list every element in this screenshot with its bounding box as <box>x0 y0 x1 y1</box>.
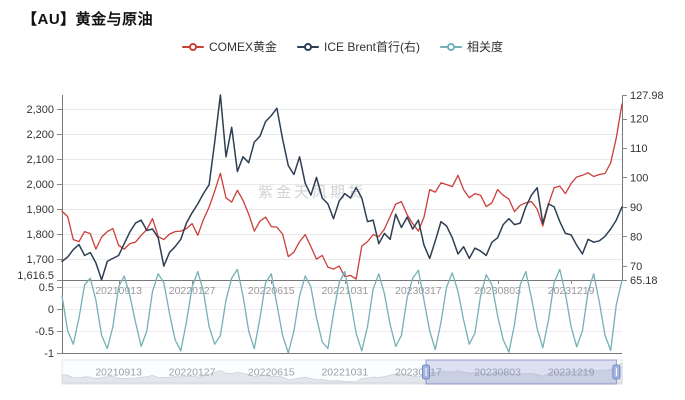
datazoom-selection[interactable] <box>425 359 617 385</box>
legend-item-ice-brent[interactable]: ICE Brent首行(右) <box>296 38 420 55</box>
right-axis-label: 70 <box>630 261 642 273</box>
left-axis-label: 1,700 <box>26 254 54 266</box>
legend-item-correlation[interactable]: 相关度 <box>440 38 503 55</box>
watermark: 紫金天风期货 <box>258 184 367 201</box>
right-axis-label: 100 <box>630 172 648 184</box>
corr-axis-label: -0.5 <box>35 326 54 338</box>
line-circle-marker-icon <box>440 42 462 51</box>
date-label: 20230317 <box>395 285 442 297</box>
left-axis-label: 2,000 <box>26 179 54 191</box>
date-label: 20221031 <box>321 285 368 297</box>
left-axis-label: 1,800 <box>26 229 54 241</box>
datazoom-date-label: 20230317 <box>395 367 442 379</box>
line-circle-marker-icon <box>181 42 204 51</box>
datazoom-silhouette <box>61 362 623 384</box>
left-axis-label: 1,900 <box>26 204 54 216</box>
corr-axis-label: -1 <box>44 348 54 360</box>
left-axis-label: 1,616.5 <box>17 270 54 282</box>
series-line-1 <box>61 94 623 281</box>
right-axis-label: 80 <box>630 231 642 243</box>
line-circle-marker-icon <box>296 42 319 51</box>
chart-title: 【AU】黄金与原油 <box>22 11 154 28</box>
right-axis-label: 120 <box>630 114 648 126</box>
datazoom-date-label: 20221031 <box>321 367 368 379</box>
corr-axis-label: 0.5 <box>39 282 54 294</box>
right-axis-label: 65.18 <box>630 275 658 287</box>
legend-label: ICE Brent首行(右) <box>323 40 420 54</box>
legend-label: COMEX黄金 <box>208 40 277 54</box>
date-label: 20230803 <box>474 285 521 297</box>
series-line-2 <box>61 268 623 354</box>
datazoom-date-label: 20220127 <box>169 367 216 379</box>
right-axis-label: 90 <box>630 202 642 214</box>
datazoom-date-label: 20230803 <box>474 367 521 379</box>
left-axis-label: 2,200 <box>26 129 54 141</box>
datazoom-date-label: 20231219 <box>548 367 595 379</box>
right-axis-label: 110 <box>630 143 648 155</box>
right-axis-label: 127.98 <box>630 90 664 102</box>
legend-item-comex-gold[interactable]: COMEX黄金 <box>181 38 277 55</box>
legend-label: 相关度 <box>467 40 504 54</box>
left-axis-label: 2,100 <box>26 154 54 166</box>
left-axis-label: 2,300 <box>26 104 54 116</box>
corr-axis-label: 0 <box>48 304 54 316</box>
datazoom-date-label: 20210913 <box>95 367 142 379</box>
date-label: 20220615 <box>248 285 295 297</box>
datazoom-date-label: 20220615 <box>248 367 295 379</box>
date-label: 20231219 <box>548 285 595 297</box>
legend: COMEX黄金 ICE Brent首行(右) 相关度 <box>0 38 685 55</box>
